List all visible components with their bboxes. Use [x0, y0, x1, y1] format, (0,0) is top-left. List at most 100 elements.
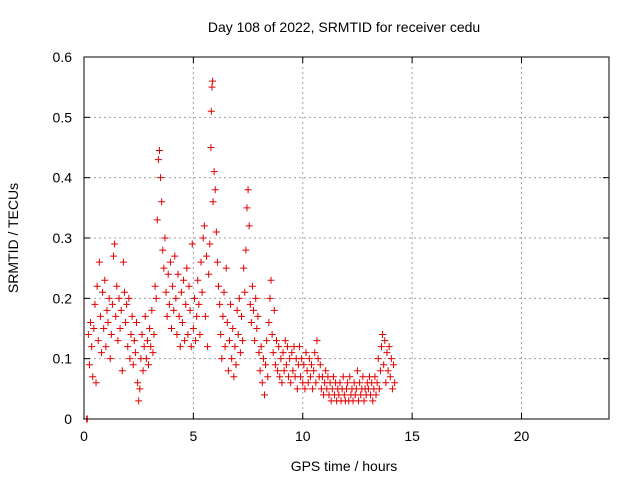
data-point	[184, 331, 192, 339]
data-point	[106, 355, 114, 363]
data-point	[149, 349, 157, 357]
data-point	[181, 337, 189, 345]
data-point	[122, 318, 130, 326]
data-point	[110, 252, 118, 260]
data-point	[252, 294, 260, 302]
data-point	[171, 252, 179, 260]
data-point	[344, 379, 352, 387]
data-point	[102, 343, 110, 351]
data-point	[162, 288, 170, 296]
data-point	[269, 349, 277, 357]
data-point	[276, 373, 284, 381]
data-point	[250, 306, 258, 314]
data-point	[281, 337, 289, 345]
data-point	[111, 240, 119, 248]
data-point	[314, 355, 322, 363]
data-point	[140, 343, 148, 351]
data-point	[192, 337, 200, 345]
x-tick-label: 5	[189, 428, 197, 444]
data-point	[158, 198, 166, 206]
data-point	[306, 373, 314, 381]
data-point	[289, 367, 297, 375]
data-point	[112, 312, 120, 320]
x-tick-label: 0	[80, 428, 88, 444]
data-point	[206, 240, 214, 248]
data-point	[253, 325, 261, 332]
data-point	[247, 318, 255, 326]
data-point	[200, 222, 208, 230]
data-point	[380, 361, 388, 369]
data-point	[379, 331, 387, 339]
data-point	[136, 385, 144, 393]
data-point	[125, 294, 133, 302]
data-point	[163, 312, 171, 320]
x-tick-label: 20	[514, 428, 530, 444]
x-tick-label: 15	[404, 428, 420, 444]
data-point	[138, 331, 146, 339]
data-point	[238, 312, 245, 320]
data-point	[139, 367, 147, 375]
data-point	[124, 343, 132, 351]
data-point	[187, 343, 195, 351]
data-point	[143, 337, 151, 345]
data-point	[242, 246, 250, 254]
data-point	[385, 343, 393, 351]
data-point	[270, 306, 278, 314]
data-point	[375, 385, 383, 393]
y-tick-label: 0.6	[53, 49, 73, 65]
data-point	[304, 379, 312, 387]
data-point	[220, 288, 228, 296]
data-point	[230, 373, 238, 381]
data-point	[263, 337, 271, 345]
data-point	[229, 325, 237, 332]
data-point	[336, 379, 344, 387]
data-point	[134, 379, 142, 387]
data-point	[159, 246, 167, 254]
data-point	[373, 379, 381, 387]
data-point	[223, 318, 231, 326]
data-point	[227, 300, 235, 308]
data-point	[356, 379, 364, 387]
data-point	[177, 288, 185, 296]
data-point	[353, 367, 361, 375]
x-tick-labels: 0 5 10 15 20	[80, 428, 529, 444]
y-tick-label: 0	[64, 411, 72, 427]
data-point	[148, 306, 156, 314]
data-point	[107, 331, 115, 339]
y-tick-label: 0.5	[53, 109, 73, 125]
data-point	[266, 294, 274, 302]
data-point	[95, 258, 103, 266]
data-point	[193, 312, 201, 320]
data-point	[164, 270, 172, 278]
data-point	[369, 397, 377, 405]
data-point	[207, 144, 215, 151]
data-point	[118, 367, 126, 375]
data-point	[359, 373, 367, 381]
data-point	[305, 355, 313, 363]
data-point	[174, 270, 182, 278]
data-point	[374, 355, 382, 363]
data-point	[244, 186, 252, 194]
y-axis-label: SRMTID / TECUs	[5, 183, 21, 293]
x-axis-label: GPS time / hours	[291, 458, 398, 474]
data-point	[313, 337, 321, 345]
data-point	[133, 318, 140, 326]
data-point	[130, 337, 138, 345]
data-point	[279, 349, 287, 357]
data-point	[302, 349, 310, 357]
data-point	[213, 258, 221, 266]
data-point	[105, 294, 113, 302]
data-point	[142, 355, 150, 363]
data-point	[219, 312, 227, 320]
data-point	[120, 288, 128, 296]
data-point	[151, 282, 159, 290]
data-point	[303, 367, 311, 375]
data-point	[92, 379, 100, 387]
data-point	[258, 379, 266, 387]
data-point	[273, 337, 280, 345]
data-point	[183, 264, 191, 272]
data-point	[188, 240, 196, 248]
data-point	[235, 294, 243, 302]
data-point	[208, 83, 216, 91]
data-point	[173, 331, 181, 339]
